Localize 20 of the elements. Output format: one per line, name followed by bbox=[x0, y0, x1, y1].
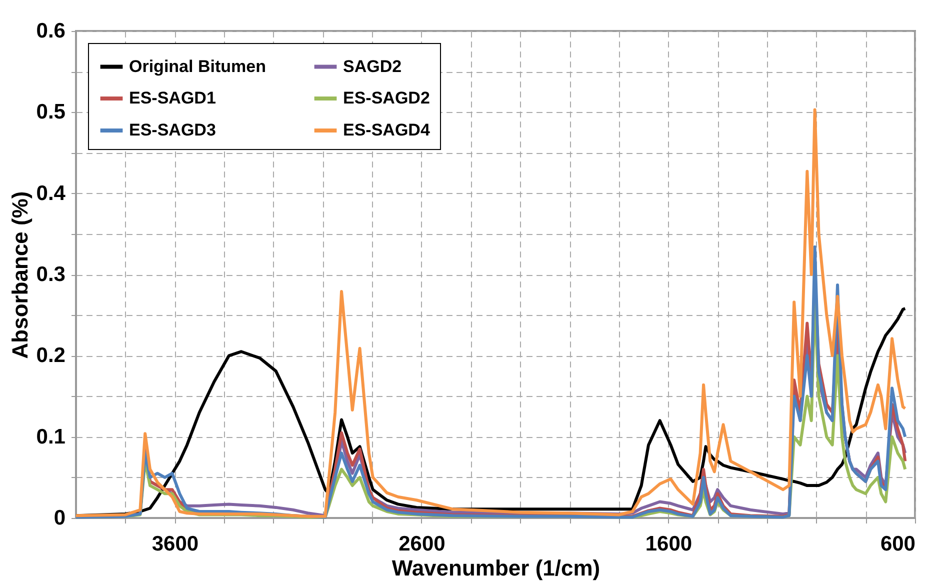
y-tick-label: 0.6 bbox=[36, 20, 66, 42]
x-tick-label: 2600 bbox=[398, 532, 446, 556]
y-tick-label: 0.1 bbox=[36, 425, 66, 448]
legend-label: ES-SAGD3 bbox=[129, 120, 216, 140]
legend-label: ES-SAGD1 bbox=[129, 88, 216, 108]
x-tick-label: 1600 bbox=[645, 532, 692, 556]
line-series bbox=[74, 108, 907, 518]
x-tick-label: 600 bbox=[880, 532, 916, 556]
legend-label: ES-SAGD2 bbox=[343, 88, 430, 108]
y-tick-label: 0 bbox=[54, 506, 66, 530]
y-tick-label: 0.5 bbox=[36, 100, 66, 124]
y-tick-label: 0.3 bbox=[36, 263, 66, 286]
y-tick-label: 0.2 bbox=[36, 344, 66, 368]
legend-label: SAGD2 bbox=[343, 56, 402, 76]
y-axis-title: Absorbance (%) bbox=[7, 191, 32, 359]
x-axis-title: Wavenumber (1/cm) bbox=[392, 556, 600, 580]
legend-label: Original Bitumen bbox=[129, 56, 266, 76]
y-tick-label: 0.4 bbox=[36, 182, 66, 205]
legend-label: ES-SAGD4 bbox=[343, 120, 430, 140]
x-tick-label: 3600 bbox=[152, 532, 199, 556]
